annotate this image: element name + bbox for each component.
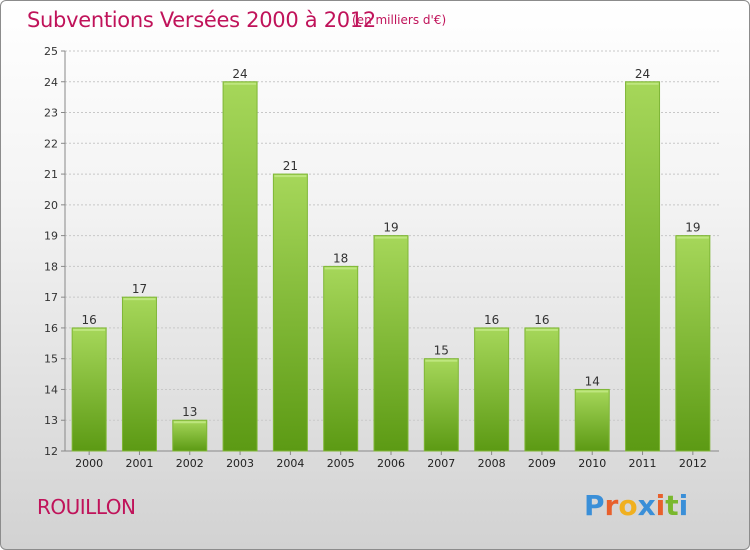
bar-highlight bbox=[475, 328, 508, 331]
data-label: 19 bbox=[685, 221, 700, 235]
x-tick-label: 2007 bbox=[427, 457, 455, 470]
bar-2004 bbox=[272, 173, 308, 452]
logo-letter: o bbox=[618, 489, 638, 522]
x-tick-label: 2010 bbox=[578, 457, 606, 470]
data-label: 16 bbox=[484, 313, 499, 327]
y-tick-label: 25 bbox=[44, 45, 58, 58]
y-tick-label: 22 bbox=[44, 137, 58, 150]
data-label: 13 bbox=[182, 405, 197, 419]
y-tick-label: 21 bbox=[44, 168, 58, 181]
x-tick-label: 2009 bbox=[528, 457, 556, 470]
bar-2011 bbox=[625, 81, 661, 452]
bar-highlight bbox=[576, 390, 609, 393]
data-labels: 16 17 13 24 21 18 19 15 16 16 14 24 19 bbox=[82, 67, 701, 419]
bar-2007 bbox=[423, 358, 459, 452]
bar-2002 bbox=[172, 419, 208, 452]
bar-highlight bbox=[274, 175, 307, 178]
chart-subtitle: (en milliers d'€) bbox=[352, 13, 447, 27]
x-tick-label: 2000 bbox=[75, 457, 103, 470]
bar-2006 bbox=[373, 235, 409, 452]
y-tick-label: 12 bbox=[44, 445, 58, 458]
proxiti-logo[interactable]: Proxiti bbox=[584, 489, 688, 522]
bar-highlight bbox=[626, 82, 659, 85]
bar-highlight bbox=[324, 267, 357, 270]
commune-name: ROUILLON bbox=[37, 495, 136, 519]
y-tick-label: 24 bbox=[44, 76, 58, 89]
y-tick-label: 23 bbox=[44, 107, 58, 120]
bar-highlight bbox=[123, 298, 156, 301]
bar-highlight bbox=[425, 359, 458, 362]
axes: 12 13 14 15 16 17 18 19 20 21 22 23 24 25 2000 2001 2002… bbox=[44, 45, 719, 470]
bar-2009 bbox=[524, 327, 560, 452]
logo-letter: x bbox=[637, 489, 656, 522]
x-tick-label: 2002 bbox=[176, 457, 204, 470]
x-tick-label: 2004 bbox=[276, 457, 304, 470]
x-tick-label: 2006 bbox=[377, 457, 405, 470]
bar-2000 bbox=[71, 327, 107, 452]
y-tick-label: 13 bbox=[44, 414, 58, 427]
data-label: 24 bbox=[232, 67, 247, 81]
bar-2001 bbox=[121, 296, 157, 452]
bar-highlight bbox=[173, 421, 206, 424]
data-label: 15 bbox=[434, 344, 449, 358]
y-tick-label: 16 bbox=[44, 322, 58, 335]
data-label: 21 bbox=[283, 159, 298, 173]
logo-letter: i bbox=[655, 489, 666, 522]
y-tick-label: 20 bbox=[44, 199, 58, 212]
bar-highlight bbox=[73, 328, 106, 331]
logo-letter: r bbox=[604, 489, 619, 522]
y-tick-label: 17 bbox=[44, 291, 58, 304]
data-label: 16 bbox=[534, 313, 549, 327]
data-label: 14 bbox=[585, 374, 600, 388]
x-tick-label: 2005 bbox=[327, 457, 355, 470]
bar-2010 bbox=[574, 388, 610, 452]
y-tick-label: 19 bbox=[44, 230, 58, 243]
logo-letter: t bbox=[665, 489, 679, 522]
x-tick-label: 2003 bbox=[226, 457, 254, 470]
chart-title: Subventions Versées 2000 à 2012 bbox=[27, 8, 376, 32]
bar-highlight bbox=[224, 82, 257, 85]
bar-2012 bbox=[675, 235, 711, 452]
data-label: 24 bbox=[635, 67, 650, 81]
bar-2003 bbox=[222, 81, 258, 452]
bar-2005 bbox=[323, 265, 359, 452]
data-label: 19 bbox=[383, 221, 398, 235]
y-tick-label: 18 bbox=[44, 260, 58, 273]
logo-letter: P bbox=[584, 489, 605, 522]
bar-highlight bbox=[375, 236, 407, 239]
x-tick-label: 2011 bbox=[629, 457, 657, 470]
y-tick-label: 14 bbox=[44, 383, 58, 396]
data-label: 17 bbox=[132, 282, 147, 296]
bar-highlight bbox=[676, 236, 709, 239]
bar-highlight bbox=[525, 328, 558, 331]
logo-letter: i bbox=[678, 489, 689, 522]
bars bbox=[71, 81, 711, 452]
data-label: 18 bbox=[333, 251, 348, 265]
data-label: 16 bbox=[82, 313, 97, 327]
bar-2008 bbox=[474, 327, 510, 452]
x-tick-label: 2012 bbox=[679, 457, 707, 470]
x-tick-label: 2008 bbox=[478, 457, 506, 470]
x-tick-label: 2001 bbox=[125, 457, 153, 470]
y-tick-label: 15 bbox=[44, 353, 58, 366]
